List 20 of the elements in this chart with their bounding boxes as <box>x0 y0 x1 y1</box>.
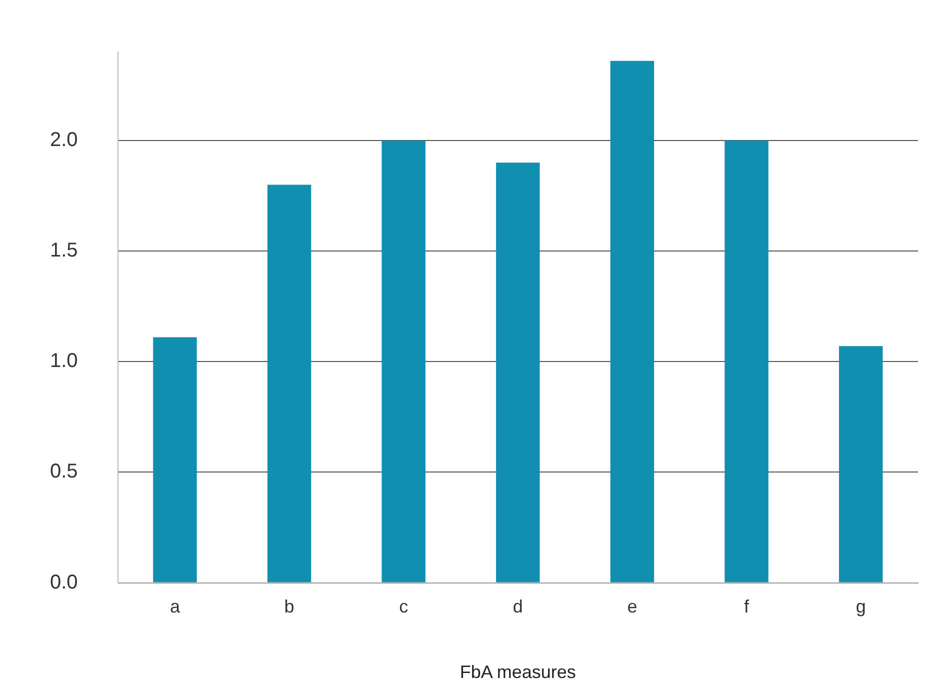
x-tick-label: e <box>627 596 638 617</box>
y-tick-label: 0.5 <box>50 460 78 483</box>
x-tick-label: d <box>512 596 523 617</box>
x-tick-label: g <box>856 596 866 617</box>
x-tick-label: f <box>744 596 750 617</box>
bar <box>496 162 540 582</box>
bar <box>153 337 197 582</box>
x-tick-label: a <box>170 596 181 617</box>
x-tick-label: b <box>284 596 294 617</box>
bar <box>724 140 768 582</box>
bar <box>382 140 426 582</box>
x-axis-title: FbA measures <box>460 662 576 682</box>
bar <box>610 60 654 582</box>
x-tick-label: c <box>399 596 408 617</box>
y-tick-label: 0.0 <box>50 571 78 594</box>
y-tick-label: 1.5 <box>50 240 78 262</box>
bar <box>838 346 883 582</box>
y-tick-label: 2.0 <box>50 128 78 151</box>
y-tick-label: 1.0 <box>50 350 78 372</box>
bar <box>267 184 312 582</box>
